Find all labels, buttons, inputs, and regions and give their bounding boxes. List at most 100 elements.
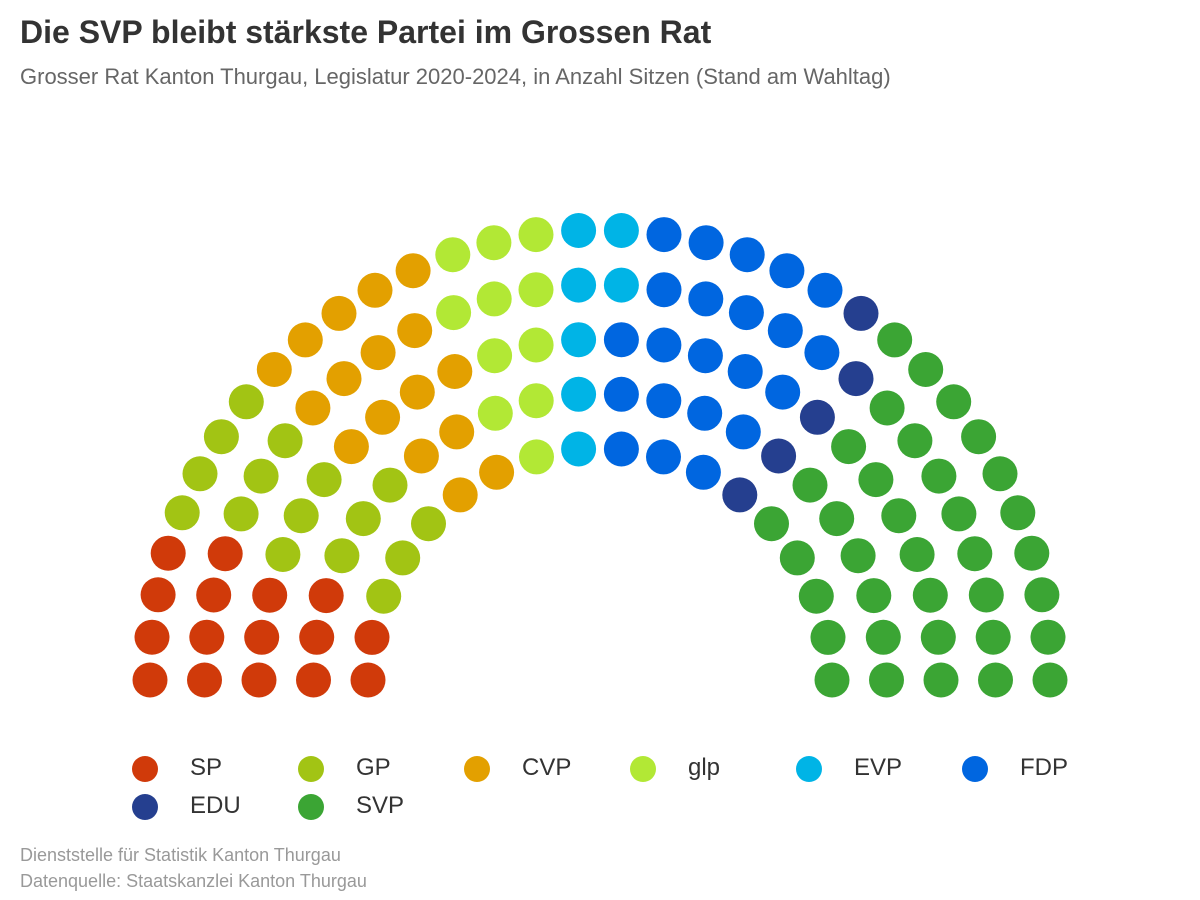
- seat-cvp: [395, 253, 431, 289]
- seat-fdp: [769, 253, 805, 289]
- seat-glp: [476, 225, 512, 261]
- seat-svp: [810, 619, 846, 655]
- seat-edu: [722, 477, 758, 513]
- legend-label: glp: [688, 754, 721, 781]
- seat-svp: [978, 662, 1013, 698]
- seat-cvp: [399, 374, 435, 410]
- seat-gp: [203, 419, 239, 455]
- legend-swatch: [630, 756, 656, 782]
- seat-cvp: [326, 361, 362, 397]
- legend-swatch: [298, 794, 324, 820]
- seat-svp: [869, 662, 904, 698]
- seat-evp: [603, 267, 639, 303]
- seat-fdp: [685, 454, 721, 490]
- seat-svp: [975, 619, 1011, 655]
- seat-svp: [923, 662, 959, 698]
- seat-svp: [912, 577, 948, 613]
- seat-edu: [799, 399, 835, 435]
- seat-evp: [561, 322, 597, 358]
- legend-label: CVP: [522, 754, 572, 781]
- seat-svp: [865, 619, 901, 655]
- seat-fdp: [767, 313, 803, 349]
- seat-gp: [385, 540, 421, 576]
- seat-svp: [881, 498, 917, 534]
- seat-sp: [299, 619, 335, 655]
- seat-cvp: [437, 354, 473, 389]
- seat-gp: [306, 462, 342, 498]
- seat-gp: [372, 467, 408, 503]
- seat-cvp: [357, 272, 393, 308]
- seat-svp: [920, 619, 956, 655]
- seat-gp: [267, 423, 303, 459]
- seat-glp: [476, 281, 512, 317]
- seat-fdp: [603, 376, 639, 412]
- seat-gp: [283, 498, 319, 534]
- seat-fdp: [646, 327, 682, 363]
- credits: Dienststelle für Statistik Kanton Thurga…: [20, 842, 367, 894]
- seat-cvp: [295, 390, 331, 426]
- seat-svp: [982, 456, 1018, 492]
- seat-sp: [196, 577, 232, 613]
- seat-fdp: [646, 217, 682, 253]
- seat-evp: [561, 376, 597, 412]
- seat-glp: [435, 237, 471, 273]
- seat-gp: [243, 458, 279, 494]
- seat-glp: [518, 383, 554, 419]
- seat-sp: [207, 536, 243, 572]
- legend-swatch: [132, 756, 158, 782]
- seat-glp: [518, 327, 554, 363]
- seat-gp: [411, 506, 446, 542]
- legend-swatch: [796, 756, 822, 782]
- legend-label: SVP: [356, 792, 405, 819]
- seat-gp: [182, 456, 218, 492]
- seat-sp: [189, 619, 225, 655]
- seat-sp: [241, 662, 277, 698]
- seat-cvp: [365, 399, 401, 435]
- seat-svp: [1024, 577, 1060, 613]
- seat-svp: [968, 577, 1004, 613]
- seat-gp: [324, 538, 360, 574]
- seat-svp: [869, 390, 905, 426]
- seat-sp: [296, 662, 331, 698]
- seat-edu: [843, 295, 879, 331]
- seat-svp: [877, 322, 913, 358]
- seat-fdp: [728, 295, 764, 331]
- seat-sp: [134, 619, 170, 655]
- seat-svp: [897, 423, 933, 459]
- seat-sp: [354, 619, 390, 655]
- seat-svp: [899, 537, 935, 572]
- seat-fdp: [603, 322, 639, 358]
- seat-gp: [345, 501, 381, 537]
- seat-sp: [140, 577, 176, 613]
- seat-edu: [838, 361, 874, 397]
- seat-svp: [921, 458, 957, 494]
- seat-cvp: [442, 477, 478, 513]
- seat-cvp: [256, 352, 292, 387]
- seat-sp: [187, 662, 222, 698]
- seat-gp: [228, 384, 264, 420]
- seat-cvp: [287, 322, 323, 358]
- seat-fdp: [688, 281, 724, 317]
- seat-cvp: [333, 429, 369, 465]
- seat-glp: [477, 395, 513, 431]
- seat-cvp: [321, 295, 357, 331]
- seat-svp: [1014, 535, 1050, 571]
- seat-fdp: [729, 237, 765, 273]
- seat-cvp: [397, 313, 433, 349]
- seat-svp: [957, 536, 993, 572]
- seat-glp: [436, 295, 472, 331]
- seat-sp: [308, 578, 344, 614]
- seat-svp: [1030, 619, 1066, 655]
- seat-svp: [840, 538, 876, 574]
- seat-sp: [252, 577, 288, 613]
- seat-svp: [1000, 495, 1036, 531]
- seat-cvp: [360, 335, 396, 371]
- seat-svp: [831, 429, 867, 465]
- seat-fdp: [725, 414, 761, 450]
- seat-gp: [164, 495, 200, 531]
- seat-svp: [908, 352, 944, 387]
- legend-swatch: [132, 794, 158, 820]
- seat-fdp: [688, 225, 724, 261]
- legend-label: SP: [190, 754, 223, 781]
- seat-fdp: [807, 272, 843, 308]
